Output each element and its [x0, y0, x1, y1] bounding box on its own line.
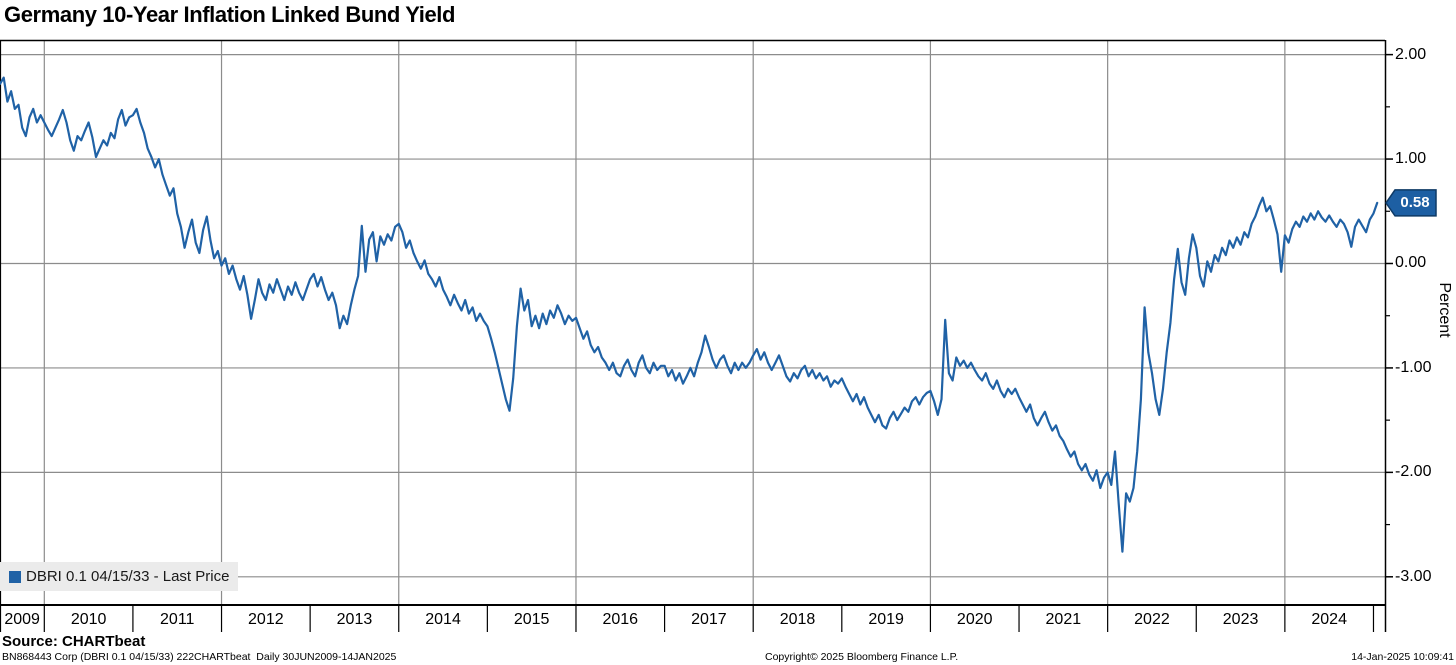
x-axis-year-label: 2017: [691, 611, 727, 628]
legend-series-marker-icon: [9, 570, 21, 583]
instrument-descriptor: BN868443 Corp (DBRI 0.1 04/15/33) 222CHA…: [2, 651, 397, 663]
y-axis-tick-label: 1.00: [1395, 150, 1427, 168]
legend-label: DBRI 0.1 04/15/33 - Last Price: [26, 568, 230, 585]
y-axis-tick-label: -1.00: [1395, 358, 1432, 376]
x-axis-year-label: 2009: [4, 611, 40, 628]
source-label: Source: CHARTbeat: [2, 633, 146, 650]
page-title: Germany 10-Year Inflation Linked Bund Yi…: [4, 2, 456, 27]
x-axis-year-label: 2016: [602, 611, 639, 628]
x-axis-year-label: 2010: [70, 611, 107, 628]
legend[interactable]: DBRI 0.1 04/15/33 - Last Price: [0, 562, 238, 591]
price-line-series: [0, 76, 1379, 553]
last-price-value: 0.58: [1400, 193, 1430, 211]
x-axis-year-label: 2019: [868, 611, 904, 628]
copyright-label: Copyright© 2025 Bloomberg Finance L.P.: [765, 651, 959, 663]
x-axis-year-label: 2022: [1134, 611, 1170, 628]
x-axis-year-label: 2023: [1222, 611, 1259, 628]
last-price-badge-shape: [1385, 189, 1437, 217]
x-axis-year-label: 2013: [336, 611, 373, 628]
x-axis-year-label: 2014: [425, 611, 461, 628]
x-axis-year-label: 2011: [160, 611, 195, 628]
x-axis-year-label: 2015: [513, 611, 550, 628]
y-axis-title: Percent: [1436, 282, 1453, 338]
x-axis-year-label: 2018: [779, 611, 816, 628]
y-axis-tick-label: 2.00: [1395, 45, 1427, 63]
timestamp-label: 14-Jan-2025 10:09:41: [1351, 651, 1454, 663]
y-axis-tick-label: -2.00: [1395, 463, 1432, 481]
x-axis-year-label: 2024: [1311, 611, 1347, 628]
y-axis-tick-label: 0.00: [1395, 254, 1427, 272]
y-axis-tick-label: -3.00: [1395, 567, 1432, 585]
last-price-badge: 0.58: [1393, 190, 1437, 215]
x-axis-year-label: 2020: [956, 611, 993, 628]
x-axis-year-label: 2012: [248, 611, 284, 628]
x-axis-year-label: 2021: [1045, 611, 1082, 628]
